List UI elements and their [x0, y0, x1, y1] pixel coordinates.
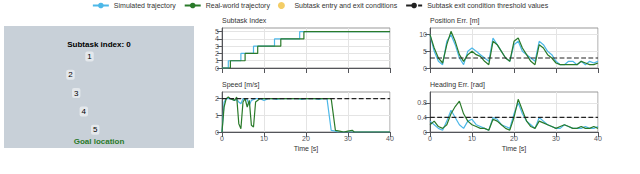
- svg-text:5: 5: [215, 28, 219, 35]
- svg-text:20: 20: [302, 135, 310, 142]
- svg-text:10: 10: [468, 135, 476, 142]
- svg-text:10: 10: [260, 135, 268, 142]
- svg-text:10: 10: [419, 31, 427, 38]
- svg-text:Subtask entry and exit conditi: Subtask entry and exit conditions: [294, 2, 397, 10]
- svg-text:0: 0: [215, 129, 219, 136]
- svg-text:Real-world trajectory: Real-world trajectory: [206, 2, 271, 10]
- svg-text:1: 1: [215, 57, 219, 64]
- svg-text:1: 1: [215, 112, 219, 119]
- svg-text:40: 40: [386, 135, 394, 142]
- svg-text:0: 0: [220, 135, 224, 142]
- svg-text:Subtask index: 0: Subtask index: 0: [67, 40, 131, 49]
- svg-text:Subtask Index: Subtask Index: [222, 17, 267, 24]
- svg-text:Time [s]: Time [s]: [502, 145, 527, 153]
- svg-text:Speed [m/s]: Speed [m/s]: [222, 81, 259, 89]
- svg-text:30: 30: [552, 135, 560, 142]
- svg-text:40: 40: [594, 135, 602, 142]
- svg-text:4: 4: [82, 107, 87, 116]
- svg-text:Heading Err. [rad]: Heading Err. [rad]: [430, 81, 485, 89]
- svg-text:3: 3: [74, 89, 79, 98]
- svg-text:1: 1: [87, 52, 92, 61]
- svg-text:5: 5: [423, 48, 427, 55]
- svg-text:Position Err. [m]: Position Err. [m]: [430, 17, 479, 25]
- svg-text:0: 0: [423, 65, 427, 72]
- svg-text:2: 2: [215, 95, 219, 102]
- svg-text:20: 20: [510, 135, 518, 142]
- svg-text:0: 0: [428, 135, 432, 142]
- svg-text:0: 0: [215, 65, 219, 72]
- svg-text:2: 2: [215, 50, 219, 57]
- svg-text:0.8: 0.8: [417, 99, 427, 106]
- svg-text:4: 4: [215, 35, 219, 42]
- svg-text:Time [s]: Time [s]: [294, 145, 319, 153]
- svg-text:0.4: 0.4: [417, 114, 427, 121]
- svg-text:3: 3: [215, 43, 219, 50]
- svg-text:Goal location: Goal location: [74, 137, 125, 146]
- svg-text:Simulated trajectory: Simulated trajectory: [114, 2, 176, 10]
- svg-text:Subtask exit condition thresho: Subtask exit condition threshold values: [427, 2, 549, 9]
- svg-text:0: 0: [423, 129, 427, 136]
- svg-text:30: 30: [344, 135, 352, 142]
- svg-text:5: 5: [93, 125, 98, 134]
- svg-text:2: 2: [68, 70, 73, 79]
